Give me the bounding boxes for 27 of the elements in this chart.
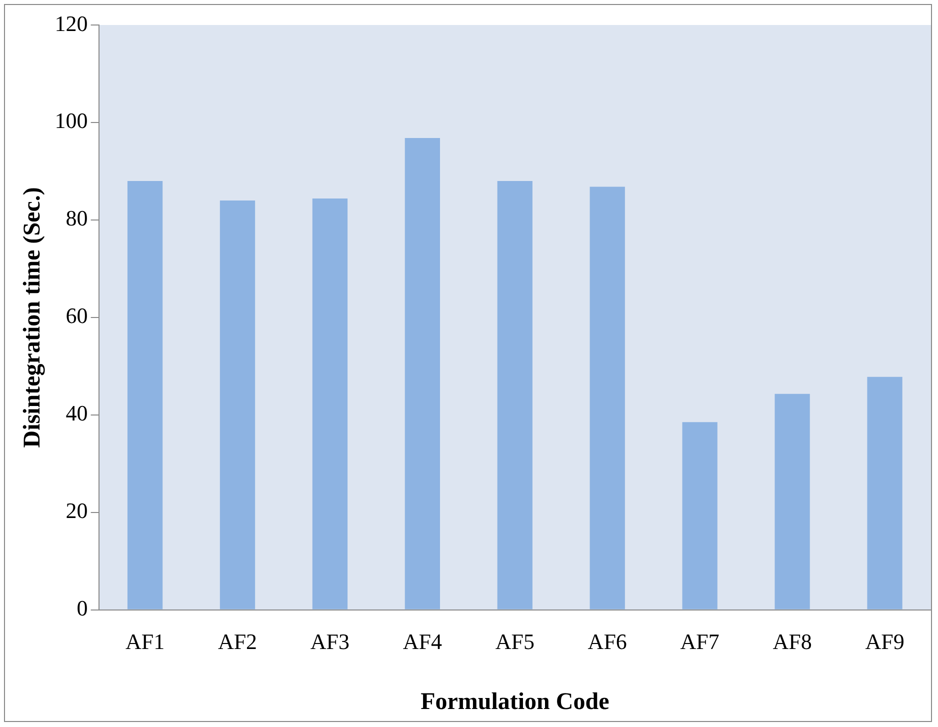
y-tick-label: 20 — [66, 498, 88, 524]
y-tick-label: 120 — [54, 10, 88, 36]
x-tick-label: AF3 — [310, 628, 350, 654]
bar — [867, 376, 902, 610]
x-tick-label: AF7 — [680, 628, 720, 654]
bar — [404, 138, 440, 610]
y-tick-label: 60 — [66, 303, 88, 328]
x-tick-label: AF5 — [495, 628, 534, 654]
bar — [127, 180, 163, 610]
bar — [774, 394, 810, 610]
x-tick-label: AF4 — [402, 628, 442, 654]
bar — [682, 422, 718, 610]
x-tick-label: AF1 — [125, 628, 165, 654]
y-tick-label: 100 — [54, 108, 88, 134]
x-tick-label: AF2 — [218, 628, 258, 654]
y-axis-title: Disintegration time (Sec.) — [20, 187, 46, 448]
y-tick-label: 40 — [66, 400, 88, 426]
bar — [220, 200, 256, 610]
bar — [497, 180, 532, 610]
x-tick-label: AF8 — [772, 628, 812, 654]
x-tick-label: AF9 — [865, 628, 904, 654]
y-tick-label: 80 — [66, 206, 88, 231]
y-tick-label: 0 — [76, 596, 88, 621]
bar — [312, 198, 348, 610]
bar — [590, 186, 625, 610]
x-tick-label: AF6 — [588, 628, 627, 654]
x-axis-title: Formulation Code — [420, 688, 610, 715]
